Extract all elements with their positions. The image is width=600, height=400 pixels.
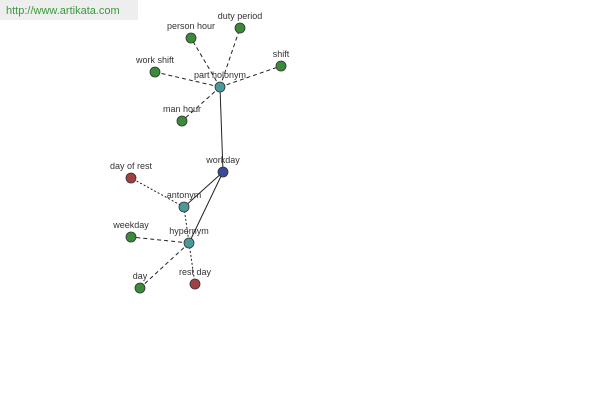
node (275, 60, 287, 72)
node (178, 201, 190, 213)
edge (219, 65, 282, 88)
node (125, 172, 137, 184)
node-label: hypernym (169, 226, 209, 236)
node (183, 237, 195, 249)
node-label: workday (205, 155, 240, 165)
edge (181, 86, 221, 122)
node-label: man hour (163, 104, 201, 114)
edge (139, 242, 190, 289)
edge (219, 86, 224, 173)
node (149, 66, 161, 78)
node (185, 32, 197, 44)
watermark: http://www.artikata.com (6, 5, 120, 17)
edge (190, 37, 221, 88)
nodes: workday part holonym antonym hypernym person… (110, 11, 290, 294)
node (134, 282, 146, 294)
edge (183, 171, 224, 208)
node-label: work shift (135, 55, 175, 65)
node (214, 81, 226, 93)
node-label: weekday (112, 220, 149, 230)
node (125, 231, 137, 243)
node-label: day (133, 271, 148, 281)
edge (188, 171, 224, 244)
edge (219, 27, 241, 88)
edge (183, 206, 190, 244)
watermark-bg (0, 0, 138, 20)
node-label: person hour (167, 21, 215, 31)
node-label: day of rest (110, 161, 153, 171)
node (234, 22, 246, 34)
node (176, 115, 188, 127)
edge (188, 242, 196, 285)
node-label: part holonym (194, 70, 246, 80)
edge (130, 236, 190, 244)
edges (130, 27, 282, 289)
node (217, 166, 229, 178)
node-label: shift (273, 49, 290, 59)
node (189, 278, 201, 290)
node-label: antonym (167, 190, 202, 200)
node-label: rest day (179, 267, 212, 277)
node-label: duty period (218, 11, 263, 21)
